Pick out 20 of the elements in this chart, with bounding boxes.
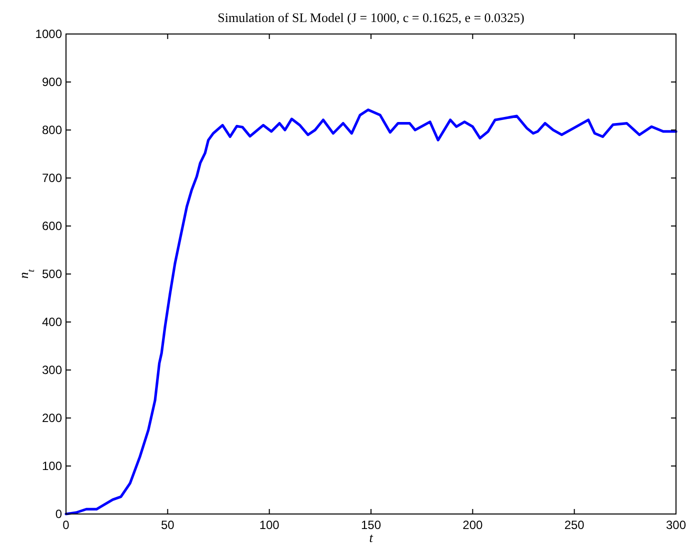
x-tick-label: 250 [564,518,585,532]
x-tick-label: 200 [462,518,483,532]
y-tick-label: 100 [42,459,62,474]
y-tick-label: 500 [42,267,62,282]
y-tick-label: 700 [42,171,62,186]
y-tick-label: 900 [42,75,62,90]
y-tick-label: 600 [42,219,62,234]
x-tick-label: 100 [259,518,280,532]
y-tick-label: 300 [42,363,62,378]
y-tick-label: 0 [55,507,62,522]
y-tick-label: 200 [42,411,62,426]
y-tick-label: 400 [42,315,62,330]
y-tick-label: 1000 [35,27,62,42]
x-tick-label: 50 [160,518,175,532]
x-tick-label: 300 [666,518,686,532]
y-tick-label: 800 [42,123,62,138]
x-axis-title: t [369,530,374,545]
x-tick-label: 150 [360,518,382,532]
chart-title: Simulation of SL Model (J = 1000, c = 0.1625, e = 0.0325) [218,10,524,25]
line-series [64,108,678,516]
